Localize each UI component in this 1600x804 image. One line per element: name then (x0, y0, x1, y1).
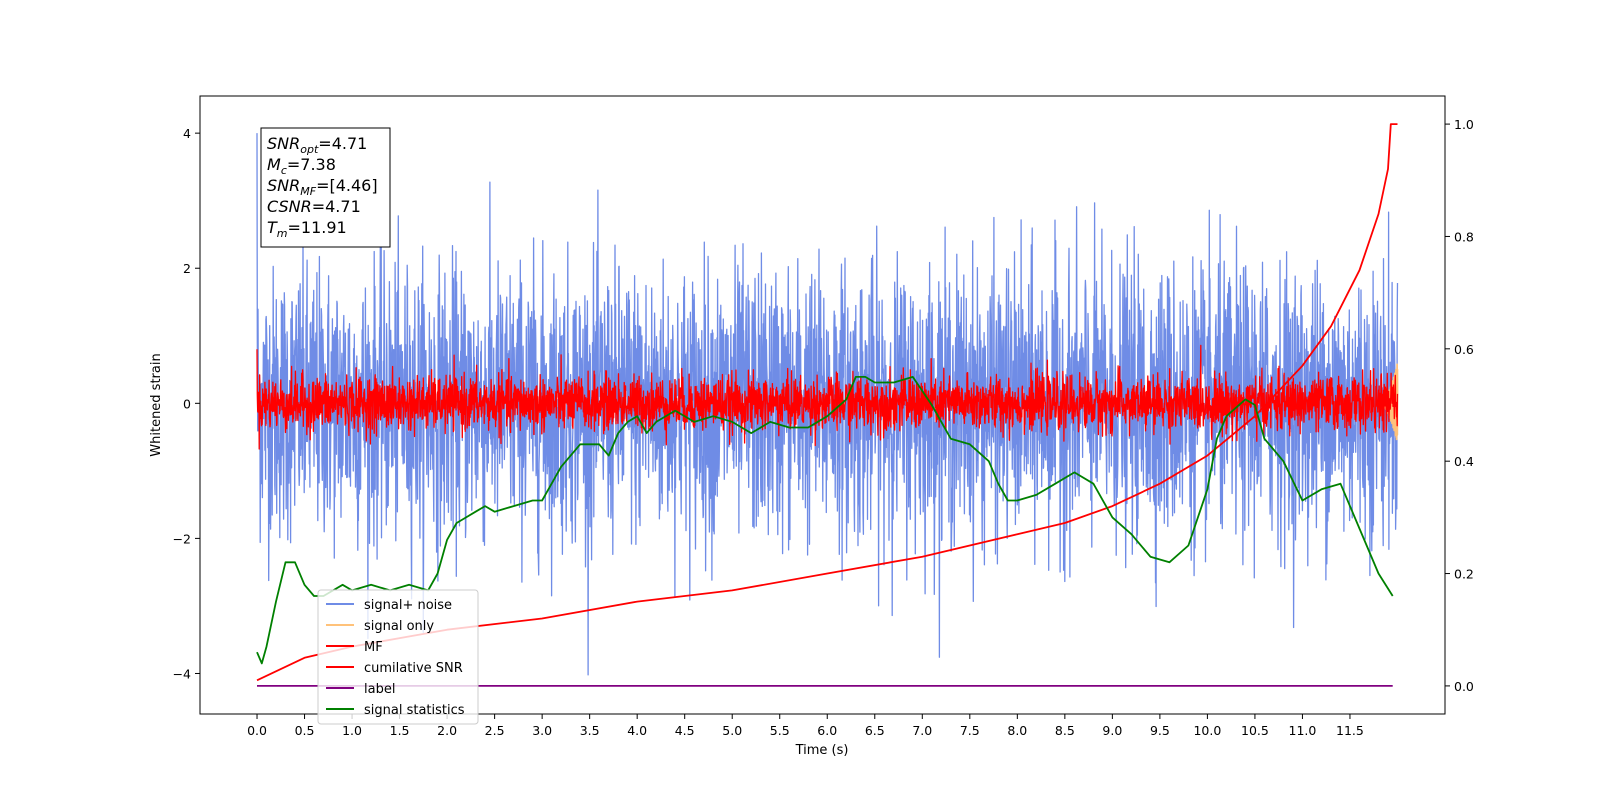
y-axis-label: Whitened strain (149, 353, 164, 456)
y-tick-label: 0 (183, 396, 191, 411)
x-tick-label: 7.5 (960, 723, 980, 738)
x-tick-label: 1.5 (390, 723, 410, 738)
x-tick-label: 6.0 (817, 723, 837, 738)
x-tick-label: 11.5 (1336, 723, 1364, 738)
y-tick-label: 2 (183, 261, 191, 276)
x-tick-label: 9.0 (1102, 723, 1122, 738)
x-axis: 0.0 0.5 1.0 1.5 2.0 2.5 3.0 3.5 4.0 4.5 5.0 5.5 6.0 6… (247, 714, 1364, 738)
x-tick-label: 5.0 (722, 723, 742, 738)
x-tick-label: 7.0 (912, 723, 932, 738)
info-line: Mc=7.38 (267, 155, 336, 177)
legend-label: label (364, 682, 395, 697)
x-tick-label: 2.0 (437, 723, 457, 738)
x-tick-label: 5.5 (770, 723, 790, 738)
legend-frame (317, 589, 479, 725)
x-tick-label: 6.5 (865, 723, 885, 738)
info-line: Tm=11.91 (267, 218, 347, 240)
x-tick-label: 4.0 (627, 723, 647, 738)
series-cumilative-snr (256, 123, 1398, 682)
legend-label: signal only (364, 619, 434, 634)
info-box-frame (260, 127, 391, 248)
x-tick-label: 1.0 (342, 723, 362, 738)
y2-tick-label: 0.2 (1454, 567, 1474, 582)
y-tick-label: −2 (173, 531, 191, 546)
x-tick-label: 3.5 (580, 723, 600, 738)
x-tick-label: 0.0 (247, 723, 267, 738)
legend-label: cumilative SNR (364, 661, 463, 676)
x-tick-label: 10.5 (1241, 723, 1269, 738)
series-signal-noise (256, 133, 1399, 676)
x-tick-label: 10.0 (1193, 723, 1221, 738)
y-tick-label: −4 (173, 666, 191, 681)
x-tick-label: 8.5 (1055, 723, 1075, 738)
series-mf (256, 344, 1399, 450)
info-line: SNRMF=[4.46] (267, 176, 378, 198)
x-tick-label: 11.0 (1289, 723, 1317, 738)
y2-tick-label: 0.6 (1454, 342, 1474, 357)
x-tick-label: 4.5 (675, 723, 695, 738)
series-signal-statistics (256, 376, 1394, 665)
info-line: CSNR=4.71 (267, 197, 361, 216)
y-axis-left: −4 −2 0 2 4 (173, 126, 200, 681)
legend-label: signal+ noise (364, 598, 452, 613)
x-axis-label: Time (s) (795, 743, 849, 758)
y2-tick-label: 0.8 (1454, 229, 1474, 244)
x-tick-label: 2.5 (485, 723, 505, 738)
plot-frame (199, 95, 1446, 715)
x-tick-label: 8.0 (1007, 723, 1027, 738)
y-tick-label: 4 (183, 126, 191, 141)
y-axis-right: 0.0 0.2 0.4 0.6 0.8 1.0 (1445, 117, 1474, 694)
y2-tick-label: 0.4 (1454, 454, 1474, 469)
y2-tick-label: 0.0 (1454, 679, 1474, 694)
x-tick-label: 9.5 (1150, 723, 1170, 738)
y2-tick-label: 1.0 (1454, 117, 1474, 132)
x-tick-label: 0.5 (295, 723, 315, 738)
x-tick-label: 3.0 (532, 723, 552, 738)
info-line: SNRopt=4.71 (267, 134, 367, 156)
legend: signal+ noise signal only MF cumilative SNR… (317, 589, 479, 725)
legend-label: MF (364, 640, 383, 655)
legend-label: signal statistics (364, 703, 465, 718)
